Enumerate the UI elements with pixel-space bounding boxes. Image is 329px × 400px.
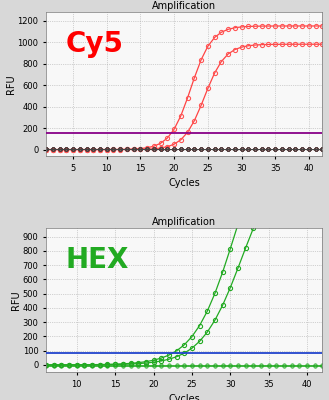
X-axis label: Cycles: Cycles: [168, 178, 200, 188]
Text: HEX: HEX: [65, 246, 129, 274]
Title: Amplification: Amplification: [152, 1, 216, 11]
Y-axis label: RFU: RFU: [11, 290, 21, 310]
Text: Cy5: Cy5: [65, 30, 123, 58]
Title: Amplification: Amplification: [152, 217, 216, 227]
Y-axis label: RFU: RFU: [6, 74, 16, 94]
X-axis label: Cycles: Cycles: [168, 394, 200, 400]
